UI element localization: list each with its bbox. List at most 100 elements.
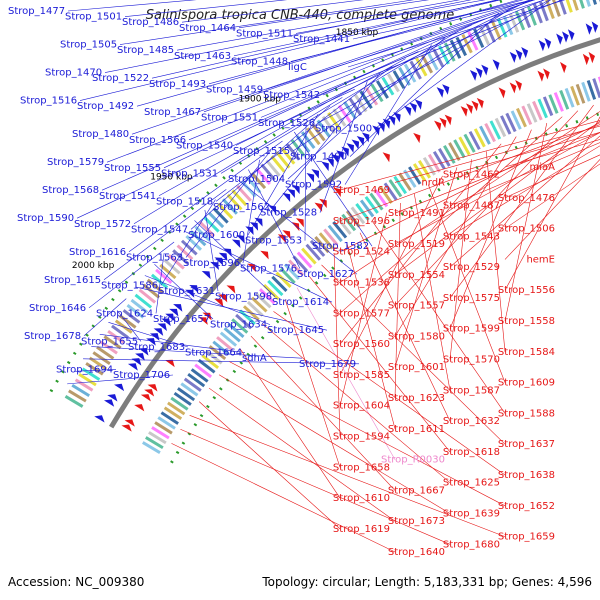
gene-arrow [236,235,245,244]
gene-label-reverse: Strop_1584 [498,347,555,358]
leader-line-forward [238,0,430,29]
leader-line-forward [352,0,535,40]
leader-line-forward [136,0,520,107]
leader-line-forward [119,0,415,45]
gene-arrow [585,23,593,35]
leader-line-reverse [239,348,341,499]
leader-line-reverse [394,125,600,183]
cog-box [306,127,321,146]
leader-line-forward [235,1,527,146]
gene-label-reverse: Strop_1554 [388,270,445,281]
leader-line-reverse [339,212,388,406]
gene-arrow [544,37,552,50]
gene-arrow [476,97,484,109]
leader-line-forward [151,0,498,79]
cog-box [203,216,220,233]
gene-label-forward: Strop_1541 [99,191,156,202]
leader-line-reverse [504,139,600,168]
cog-box [559,89,570,110]
leader-line-forward [135,286,328,331]
gene-arrow [326,157,334,168]
leader-line-reverse [504,122,548,322]
cog-box [172,249,190,265]
leader-line-forward [204,209,219,292]
gene-arrow [515,79,522,91]
cog-box [455,36,467,57]
cog-box [285,143,301,161]
cog-box [473,28,485,48]
gene-arrow [321,161,329,172]
gene-label-reverse: Strop_1560 [333,339,390,350]
leader-line-forward [349,12,500,157]
gene-label-forward: Strop_1645 [267,325,324,336]
cog-box [145,436,164,450]
cog-box [212,340,230,356]
cog-box [118,314,137,329]
gene-arrow [319,198,327,209]
leader-line-reverse [449,132,600,175]
gene-arrow [124,419,135,427]
leader-line-forward [108,321,189,348]
cog-box [111,324,129,339]
gene-label-forward: Strop_1582 [312,241,369,252]
gene-arrow [356,135,365,146]
gene-label-reverse: Strop_1652 [498,501,555,512]
cog-box [189,230,207,247]
gene-label-forward: Strop_1467 [144,107,201,118]
cog-box [180,239,198,256]
leader-line-reverse [394,132,600,214]
gene-arrow [588,51,595,64]
leader-line-forward [176,0,461,51]
cog-box [170,396,189,411]
gene-label-reverse: Strop_1619 [333,524,390,535]
cog-box [359,199,375,218]
gene-arrow [442,84,450,95]
cog-box [190,368,209,383]
leader-line-reverse [428,184,506,383]
leader-line-forward [181,0,364,23]
cog-box [176,244,194,261]
gene-label-forward: Strop_1631 [158,286,215,297]
gene-arrow [556,33,563,45]
cog-box [217,202,234,220]
cog-box [130,298,149,314]
leader-line-reverse [373,222,506,414]
gene-label-reverse: Strop_R0030 [381,455,445,466]
cog-box [148,431,167,445]
leader-line-forward [155,252,165,314]
cog-box [292,255,309,273]
gene-arrow [140,394,151,402]
cog-box [183,377,202,392]
leader-line-forward [293,131,373,247]
cog-box [575,83,586,104]
gene-label-reverse: Strop_1580 [388,331,445,342]
cog-box [437,147,451,167]
gene-arrow [295,218,304,228]
cog-box [468,130,481,151]
gene-arrow [567,29,575,41]
leader-line-forward [88,241,175,309]
gene-arrow [277,234,287,244]
gene-label-forward: Strop_1655 [81,336,138,347]
cog-box [311,123,326,142]
leader-line-forward [154,263,214,320]
cog-box [553,92,564,112]
cog-box [572,0,579,11]
gene-label-reverse: Strop_1570 [443,355,500,366]
gene-label-forward: Strop_1516 [20,96,77,107]
gene-label-forward: Strop_1706 [113,370,170,381]
leader-line-forward [322,0,563,96]
cog-box [438,45,450,65]
leader-line-forward [247,114,319,236]
leader-line-forward [158,58,406,197]
gene-arrow [465,103,474,114]
gene-arrow [214,257,224,266]
gene-arrow [282,230,291,240]
cog-box [151,426,170,440]
gene-arrow [382,152,390,163]
leader-line-forward [194,220,276,297]
gene-label-reverse: Strop_1491 [388,208,445,219]
leader-line-reverse [218,374,451,514]
cog-box [426,51,439,71]
